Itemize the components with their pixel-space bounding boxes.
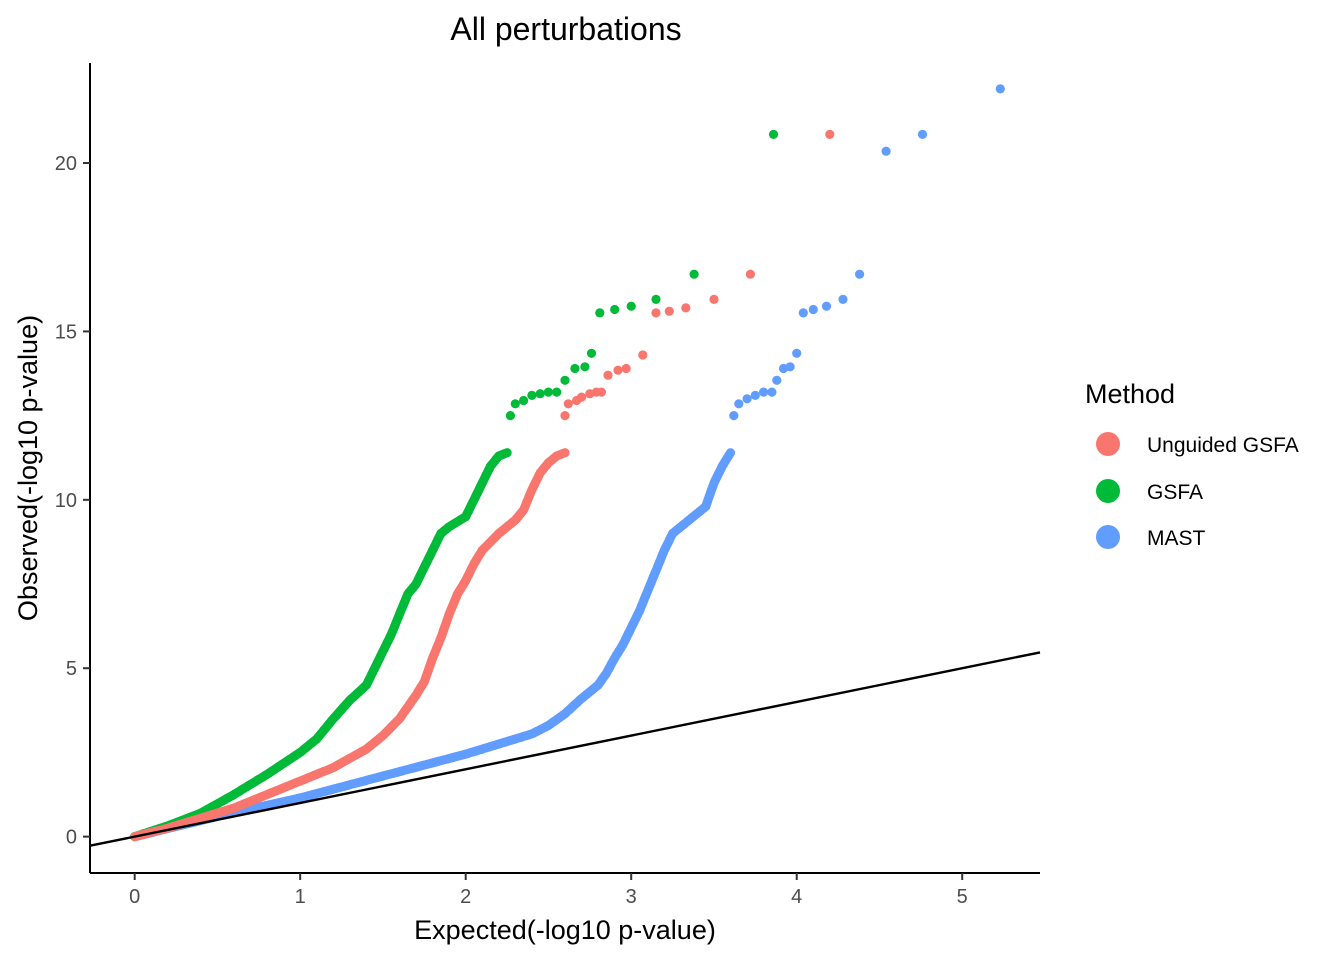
data-point <box>570 363 580 374</box>
data-point <box>613 365 623 375</box>
data-point <box>785 362 795 372</box>
y-tick-label: 0 <box>66 827 77 849</box>
data-point <box>709 294 719 304</box>
data-point <box>767 387 777 397</box>
data-point <box>560 375 570 385</box>
data-point <box>825 129 835 139</box>
data-point <box>535 389 545 399</box>
data-point <box>510 399 520 409</box>
y-tick-label: 20 <box>55 153 77 175</box>
legend-key-unguided-gsfa <box>1096 432 1120 456</box>
data-point <box>543 387 554 397</box>
data-point <box>742 394 752 404</box>
legend: Method Unguided GSFA GSFA MAST <box>1085 379 1299 550</box>
data-point <box>745 269 756 279</box>
data-point <box>759 387 769 397</box>
data-point <box>580 362 590 372</box>
series-gsfa <box>130 129 779 842</box>
data-point <box>772 375 782 385</box>
data-point <box>734 399 744 409</box>
data-point <box>821 301 832 311</box>
data-point <box>586 348 597 358</box>
data-point <box>838 294 848 304</box>
legend-key-mast <box>1096 525 1120 549</box>
data-point <box>621 363 631 374</box>
data-point <box>855 269 865 279</box>
legend-key-gsfa <box>1096 479 1120 503</box>
data-point <box>917 129 928 139</box>
data-point <box>681 303 691 313</box>
legend-label-unguided-gsfa: Unguided GSFA <box>1147 434 1299 457</box>
data-point <box>798 308 808 318</box>
data-point <box>768 129 779 139</box>
data-point <box>603 370 613 380</box>
plot-area <box>89 84 1041 847</box>
x-axis-title: Expected(-log10 p-value) <box>414 915 716 945</box>
y-tick-label: 10 <box>55 490 77 512</box>
data-point <box>563 399 573 409</box>
data-point <box>729 411 739 421</box>
data-point <box>638 350 648 360</box>
data-point <box>560 448 570 458</box>
data-point <box>651 308 661 318</box>
data-point <box>596 387 607 397</box>
x-tick-label: 4 <box>791 886 802 908</box>
data-point <box>552 387 562 397</box>
data-point <box>560 411 570 421</box>
x-tick-label: 1 <box>295 886 306 908</box>
series-unguided-gsfa <box>130 129 835 842</box>
data-point <box>527 390 537 400</box>
legend-label-mast: MAST <box>1147 527 1206 550</box>
data-point <box>808 304 818 315</box>
data-point <box>626 301 636 311</box>
x-tick-label: 0 <box>129 886 140 908</box>
legend-title: Method <box>1085 379 1175 409</box>
data-point <box>595 308 605 318</box>
data-point <box>750 390 760 400</box>
legend-label-gsfa: GSFA <box>1147 481 1203 504</box>
x-tick-label: 5 <box>957 886 968 908</box>
data-point <box>610 304 620 315</box>
data-point <box>881 146 891 156</box>
data-point <box>689 269 699 279</box>
y-tick-label: 5 <box>66 658 77 680</box>
data-point <box>502 448 512 458</box>
reference-line <box>89 651 1041 847</box>
y-ticks: 0 5 10 15 20 <box>55 153 90 849</box>
data-point <box>505 411 515 421</box>
data-point <box>995 84 1005 94</box>
data-point <box>651 294 661 304</box>
x-tick-label: 2 <box>460 886 471 908</box>
x-tick-label: 3 <box>626 886 637 908</box>
data-point <box>519 395 529 406</box>
y-tick-label: 15 <box>55 321 77 343</box>
data-point <box>664 306 674 316</box>
series-mast <box>130 84 1005 842</box>
y-axis-title: Observed(-log10 p-value) <box>13 315 43 621</box>
data-point <box>725 448 736 458</box>
data-point <box>792 348 802 358</box>
chart-title: All perturbations <box>450 11 681 47</box>
x-ticks: 0 1 2 3 4 5 <box>129 873 968 908</box>
data-point <box>577 392 587 402</box>
